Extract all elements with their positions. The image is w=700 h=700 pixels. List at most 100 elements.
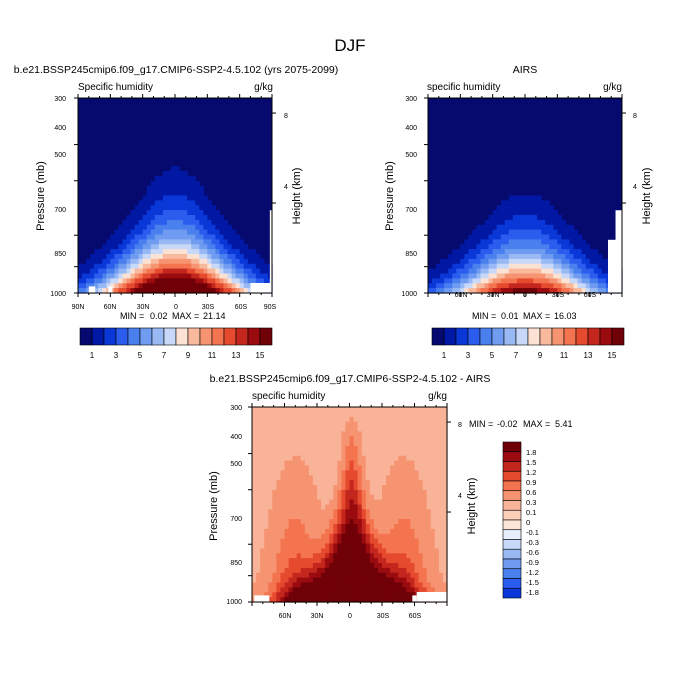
obs-field-cell	[444, 288, 449, 294]
model-field-cell	[130, 268, 136, 275]
model-field-cell	[86, 278, 91, 284]
model-field-cell	[171, 224, 176, 231]
model-field-cell	[255, 254, 261, 260]
obs-field-cell	[549, 224, 554, 231]
diff-field-cell	[296, 480, 302, 486]
diff-field-cell	[260, 455, 265, 462]
diff-field-cell	[341, 592, 347, 598]
model-field-cell	[195, 195, 200, 201]
model-max-value: 21.14	[203, 311, 226, 321]
diff-field-cell	[406, 426, 412, 432]
diff-field-cell	[333, 533, 338, 540]
diff-field-cell	[402, 465, 407, 471]
diff-field-cell	[329, 470, 334, 476]
model-field-cell	[191, 263, 196, 270]
diff-field-cell	[353, 431, 359, 437]
model-field-cell	[162, 283, 168, 289]
diff-field-cell	[418, 489, 424, 496]
diff-field-cell	[321, 548, 326, 554]
model-field-cell	[130, 258, 136, 265]
diff-field-cell	[410, 475, 416, 481]
obs-field-cell	[521, 195, 526, 201]
diff-field-cell	[418, 553, 424, 559]
diff-field-cell	[280, 446, 286, 452]
diff-field-cell	[312, 577, 318, 584]
model-field-cell	[166, 210, 172, 216]
diff-field-cell	[430, 519, 436, 525]
model-field-cell	[231, 268, 237, 275]
model-field-cell	[146, 190, 152, 197]
diff-field-cell	[296, 533, 302, 540]
obs-field-cell	[492, 224, 498, 231]
model-field-cell	[126, 219, 132, 226]
diff-field-cell	[430, 567, 436, 574]
model-field-cell	[223, 224, 229, 231]
diff-field-cell	[426, 543, 432, 549]
model-field-cell	[130, 219, 136, 226]
obs-field-cell	[601, 268, 607, 275]
diff-field-cell	[288, 460, 294, 467]
diff-field-cell	[414, 446, 420, 452]
model-field-cell	[211, 273, 216, 279]
model-field-cell	[94, 283, 99, 289]
model-field-cell	[187, 288, 192, 294]
obs-units-label: g/kg	[603, 82, 622, 93]
obs-field-cell	[516, 224, 522, 231]
diff-field-cell	[414, 499, 420, 506]
obs-field-cell	[504, 268, 510, 275]
diff-field-cell	[430, 416, 436, 423]
model-field-cell	[90, 263, 95, 270]
diff-field-cell	[353, 538, 359, 545]
obs-field-cell	[589, 263, 595, 270]
obs-field-cell	[440, 288, 445, 294]
diff-field-cell	[430, 514, 436, 520]
diff-field-cell	[321, 421, 326, 428]
obs-field-cell	[537, 210, 542, 216]
obs-colorbar-swatch	[539, 327, 553, 346]
diff-field-cell	[308, 504, 314, 510]
model-field-cell	[118, 239, 123, 245]
diff-field-cell	[256, 426, 261, 432]
model-field-cell	[239, 283, 245, 289]
diff-field-cell	[382, 514, 387, 520]
diff-field-cell	[382, 499, 387, 506]
diff-field-cell	[333, 514, 338, 520]
obs-field-cell	[484, 234, 490, 240]
diff-field-cell	[373, 441, 379, 447]
diff-field-cell	[426, 436, 432, 442]
obs-field-cell	[545, 288, 550, 294]
obs-field-cell	[557, 224, 562, 231]
diff-field-cell	[369, 436, 375, 442]
obs-field-cell	[472, 288, 478, 294]
diff-field-cell	[386, 524, 391, 530]
model-field-cell	[191, 234, 196, 240]
obs-field-cell	[500, 273, 506, 279]
diff-field-cell	[268, 548, 273, 554]
model-field-cell	[142, 263, 148, 270]
model-field-cell	[142, 273, 148, 279]
diff-field-cell	[288, 489, 294, 496]
diff-field-cell	[422, 587, 428, 593]
obs-colorbar-swatch	[587, 327, 601, 346]
diff-field-cell	[264, 572, 269, 579]
obs-field-cell	[492, 215, 498, 221]
model-field-cell	[142, 200, 148, 206]
obs-field-cell	[504, 210, 510, 216]
diff-field-cell	[280, 582, 286, 588]
obs-field-cell	[428, 273, 433, 279]
obs-field-cell	[488, 234, 494, 240]
model-field-cell	[255, 258, 261, 265]
diff-field-cell	[312, 553, 318, 559]
diff-field-cell	[276, 485, 282, 491]
model-field-cell	[166, 180, 172, 187]
model-field-cell	[227, 278, 233, 284]
diff-field-cell	[410, 519, 416, 525]
model-field-cell	[130, 224, 136, 231]
obs-field-cell	[512, 249, 518, 255]
obs-lat-0: 0	[523, 292, 527, 299]
obs-colorbar-swatch	[491, 327, 505, 346]
model-field-cell	[207, 278, 212, 284]
diff-field-cell	[296, 558, 302, 564]
diff-field-cell	[398, 450, 403, 457]
diff-field-cell	[296, 553, 302, 559]
